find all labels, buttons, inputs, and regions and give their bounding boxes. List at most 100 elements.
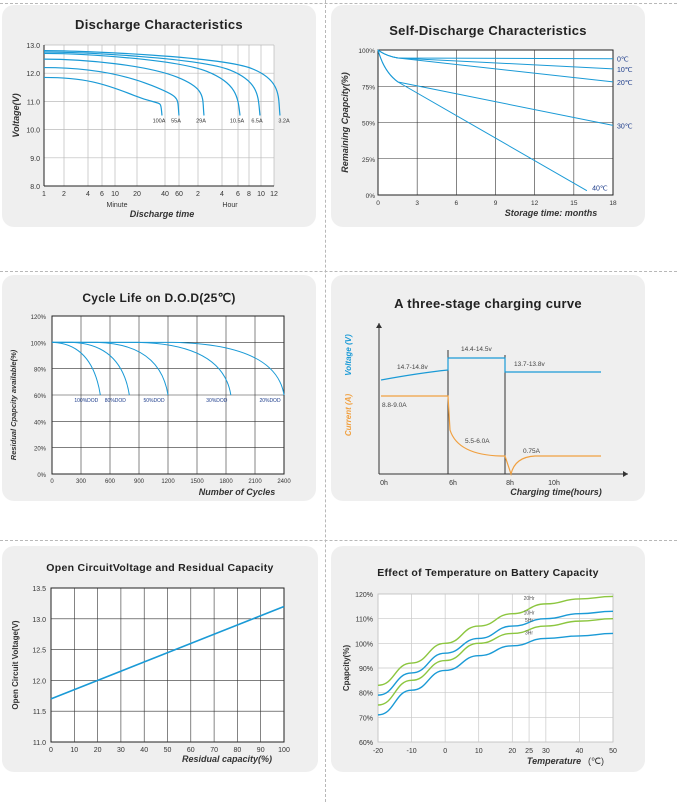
self-discharge-xtick-label: 3: [415, 200, 419, 207]
chart-discharge: 13.012.011.010.09.08.01 2 4 6 10 20 40 60 2 4 6 8 10…: [11, 43, 290, 219]
cycle-life-ytick-label: 20%: [34, 447, 47, 453]
temperature-series-label: 20Hr: [524, 596, 535, 602]
discharge-plot-area: [44, 45, 274, 186]
discharge-ytick-label: 10.0: [26, 128, 40, 135]
charging-xtick-label: 8h: [506, 480, 514, 487]
discharge-series-label: 55A: [171, 119, 181, 125]
self-discharge-ytick-label: 0%: [366, 193, 376, 200]
temperature-series-label: 10Hr: [524, 611, 535, 617]
self-discharge-xtick-label: 6: [455, 200, 459, 207]
charging-xlabel: Charging time(hours): [510, 487, 602, 497]
ocv-xtick-label: 70: [210, 747, 218, 754]
temperature-series-line: [377, 632, 614, 716]
separator-row2: [0, 540, 677, 541]
temperature-ytick-label: 70%: [359, 715, 373, 722]
temperature-series-line: [377, 610, 614, 696]
discharge-series-label: 10.5A: [230, 119, 245, 125]
temperature-ytick-label: 80%: [359, 691, 373, 698]
self-discharge-xtick-label: 15: [570, 200, 578, 207]
self-discharge-series-label: 40℃: [592, 186, 608, 193]
temperature-series-label: 5Hr: [525, 618, 533, 624]
discharge-series-label: 3.2A: [278, 119, 290, 125]
cycle-life-ytick-label: 0%: [37, 473, 46, 479]
ocv-ytick-label: 13.0: [32, 617, 46, 624]
cycle-life-ytick-label: 80%: [34, 368, 47, 374]
cycle-life-ytick-label: 100%: [31, 341, 47, 347]
cycle-life-series-label: 30%DOD: [206, 398, 228, 404]
panel-cycle-life: Cycle Life on D.O.D(25℃) 120% 100% 80% 60% 4…: [2, 275, 316, 501]
chart-ocv: 13.5 13.0 12.5 12.0 11.5 11.00 10 20 30 40 50 60 70 8…: [11, 586, 290, 764]
separator-row1: [0, 271, 677, 272]
ocv-xtick-label: 100: [278, 747, 290, 754]
cycle-life-xtick-label: 1200: [161, 479, 175, 485]
discharge-series-line: [43, 50, 281, 116]
charging-y-arrow: [376, 323, 382, 328]
cycle-life-ylabel: Residual Cpapcity available(%): [9, 349, 18, 460]
discharge-xlabel: Discharge time: [130, 209, 195, 219]
temperature-ylabel: Cpapcity(%): [342, 645, 351, 692]
chart-cycle-life: 120% 100% 80% 60% 40% 20% 0% 0 300 600 900 1200 1500…: [9, 315, 291, 497]
charging-x-arrow: [623, 471, 628, 477]
temperature-xlabel: Temperature: [527, 756, 581, 766]
chart-title-charging: A three-stage charging curve: [394, 296, 582, 311]
cycle-life-xtick-label: 900: [134, 479, 145, 485]
discharge-xtick-label: 6: [100, 191, 104, 198]
cycle-life-series-line: [52, 341, 285, 396]
discharge-xtick-label: 1: [42, 191, 46, 198]
temperature-ytick-label: 90%: [359, 666, 373, 673]
discharge-xtick-label: 2: [196, 191, 200, 198]
temperature-ytick-label: 120%: [355, 592, 373, 599]
discharge-xtick-label: 8: [247, 191, 251, 198]
charging-current-line: [381, 395, 601, 477]
discharge-ytick-label: 13.0: [26, 43, 40, 50]
discharge-ytick-label: 9.0: [30, 156, 40, 163]
temperature-series-label: 3Hr: [525, 630, 533, 636]
cycle-life-xtick-label: 1500: [190, 479, 204, 485]
discharge-xtick-label: 10: [257, 191, 265, 198]
cycle-life-xtick-label: 300: [76, 479, 87, 485]
discharge-xtick-label: 6: [236, 191, 240, 198]
self-discharge-ytick-label: 25%: [362, 157, 375, 164]
discharge-series-line: [43, 51, 261, 116]
temperature-ytick-label: 100%: [355, 641, 373, 648]
temperature-xtick-label: 10: [475, 748, 483, 755]
cycle-life-xtick-label: 1800: [219, 479, 233, 485]
panel-self-discharge: Self-Discharge Characteristics 100% 75% 50…: [331, 5, 645, 227]
discharge-series-label: 100A: [153, 119, 166, 125]
ocv-ytick-label: 11.0: [33, 740, 46, 747]
temperature-xtick-label: 20: [508, 748, 516, 755]
self-discharge-series-line: [377, 49, 588, 192]
discharge-series-label: 6.5A: [251, 119, 263, 125]
charging-annotation: 13.7-13.8v: [514, 361, 545, 368]
discharge-series-line: [43, 66, 180, 116]
ocv-series-line: [50, 605, 285, 700]
temperature-ytick-label: 110%: [356, 617, 373, 624]
discharge-xtick-label: 4: [86, 191, 90, 198]
cycle-life-series-label: 50%DOD: [143, 398, 165, 404]
discharge-xtick-label: 2: [62, 191, 66, 198]
temperature-series-line: [377, 617, 614, 706]
ocv-xtick-label: 20: [94, 747, 102, 754]
charging-annotation: 5.5-6.0A: [465, 438, 490, 445]
temperature-xtick-label: -10: [407, 748, 417, 755]
temperature-xunit: (℃): [588, 756, 604, 766]
chart-title-self-discharge: Self-Discharge Characteristics: [389, 23, 587, 38]
chart-title-temperature: Effect of Temperature on Battery Capacit…: [377, 567, 599, 579]
chart-title-ocv: Open CircuitVoltage and Residual Capacit…: [46, 562, 274, 574]
discharge-xtick-label: 60: [175, 191, 183, 198]
self-discharge-ytick-label: 50%: [362, 121, 375, 128]
cycle-life-ytick-label: 120%: [31, 315, 47, 321]
self-discharge-ytick-label: 75%: [362, 84, 375, 91]
self-discharge-series-label: 30℃: [617, 123, 633, 130]
discharge-ytick-label: 11.0: [27, 99, 40, 106]
ocv-xlabel: Residual capacity(%): [182, 754, 272, 764]
discharge-xunit-hour: Hour: [222, 202, 238, 209]
self-discharge-series-label: 10℃: [617, 67, 633, 74]
ocv-ylabel: Open Circuit Voltage(V): [11, 620, 20, 710]
temperature-xtick-label: 25: [525, 748, 533, 755]
temperature-xtick-label: 30: [542, 748, 550, 755]
ocv-xtick-label: 30: [117, 747, 125, 754]
charging-xtick-label: 10h: [548, 480, 560, 487]
separator-vertical: [325, 0, 326, 802]
cycle-life-ytick-label: 60%: [34, 394, 47, 400]
